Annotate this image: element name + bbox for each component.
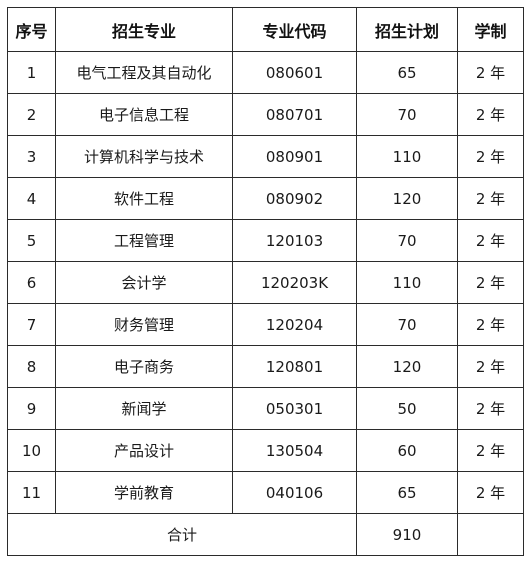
cell-major-code: 080701	[232, 93, 357, 136]
cell-duration: 2 年	[457, 51, 524, 94]
cell-major: 计算机科学与技术	[55, 135, 233, 178]
cell-enrollment-plan: 120	[356, 345, 458, 388]
table-row: 6 会计学 120203K 110 2 年	[7, 261, 524, 304]
cell-serial-number: 4	[7, 177, 56, 220]
header-serial-number: 序号	[7, 7, 56, 52]
cell-major-code: 080601	[232, 51, 357, 94]
cell-major-code: 120801	[232, 345, 357, 388]
total-label: 合计	[7, 513, 357, 556]
cell-major: 财务管理	[55, 303, 233, 346]
cell-major-code: 080902	[232, 177, 357, 220]
cell-duration: 2 年	[457, 177, 524, 220]
cell-enrollment-plan: 110	[356, 261, 458, 304]
table-row: 11 学前教育 040106 65 2 年	[7, 471, 524, 514]
header-major: 招生专业	[55, 7, 233, 52]
cell-duration: 2 年	[457, 219, 524, 262]
cell-serial-number: 11	[7, 471, 56, 514]
cell-duration: 2 年	[457, 387, 524, 430]
total-duration	[457, 513, 524, 556]
cell-serial-number: 1	[7, 51, 56, 94]
table-row: 3 计算机科学与技术 080901 110 2 年	[7, 135, 524, 178]
cell-enrollment-plan: 65	[356, 51, 458, 94]
table-row: 8 电子商务 120801 120 2 年	[7, 345, 524, 388]
cell-duration: 2 年	[457, 429, 524, 472]
cell-serial-number: 8	[7, 345, 56, 388]
table-row: 9 新闻学 050301 50 2 年	[7, 387, 524, 430]
cell-major-code: 120103	[232, 219, 357, 262]
header-enrollment-plan: 招生计划	[356, 7, 458, 52]
cell-major: 电子信息工程	[55, 93, 233, 136]
total-row: 合计 910	[7, 513, 524, 556]
cell-major: 会计学	[55, 261, 233, 304]
cell-serial-number: 9	[7, 387, 56, 430]
cell-major: 工程管理	[55, 219, 233, 262]
cell-major-code: 080901	[232, 135, 357, 178]
cell-enrollment-plan: 70	[356, 303, 458, 346]
cell-serial-number: 6	[7, 261, 56, 304]
cell-duration: 2 年	[457, 93, 524, 136]
cell-duration: 2 年	[457, 303, 524, 346]
cell-duration: 2 年	[457, 261, 524, 304]
cell-major-code: 120203K	[232, 261, 357, 304]
cell-enrollment-plan: 110	[356, 135, 458, 178]
cell-major-code: 120204	[232, 303, 357, 346]
table-row: 5 工程管理 120103 70 2 年	[7, 219, 524, 262]
cell-enrollment-plan: 50	[356, 387, 458, 430]
cell-major: 新闻学	[55, 387, 233, 430]
table-row: 1 电气工程及其自动化 080601 65 2 年	[7, 51, 524, 94]
total-value: 910	[356, 513, 458, 556]
enrollment-plan-table: 序号 招生专业 专业代码 招生计划 学制 1 电气工程及其自动化 080601 65 2…	[7, 7, 524, 556]
cell-enrollment-plan: 70	[356, 93, 458, 136]
cell-enrollment-plan: 65	[356, 471, 458, 514]
table-row: 7 财务管理 120204 70 2 年	[7, 303, 524, 346]
cell-major-code: 050301	[232, 387, 357, 430]
table-header-row: 序号 招生专业 专业代码 招生计划 学制	[7, 7, 524, 52]
cell-duration: 2 年	[457, 471, 524, 514]
cell-enrollment-plan: 70	[356, 219, 458, 262]
cell-serial-number: 7	[7, 303, 56, 346]
cell-serial-number: 5	[7, 219, 56, 262]
cell-major: 电子商务	[55, 345, 233, 388]
cell-enrollment-plan: 60	[356, 429, 458, 472]
table-row: 10 产品设计 130504 60 2 年	[7, 429, 524, 472]
cell-enrollment-plan: 120	[356, 177, 458, 220]
cell-major-code: 040106	[232, 471, 357, 514]
cell-major: 电气工程及其自动化	[55, 51, 233, 94]
enrollment-plan-table-container: 序号 招生专业 专业代码 招生计划 学制 1 电气工程及其自动化 080601 65 2…	[7, 7, 524, 556]
cell-serial-number: 10	[7, 429, 56, 472]
header-duration: 学制	[457, 7, 524, 52]
cell-serial-number: 2	[7, 93, 56, 136]
cell-duration: 2 年	[457, 135, 524, 178]
cell-major: 学前教育	[55, 471, 233, 514]
header-major-code: 专业代码	[232, 7, 357, 52]
cell-major: 软件工程	[55, 177, 233, 220]
table-row: 4 软件工程 080902 120 2 年	[7, 177, 524, 220]
cell-serial-number: 3	[7, 135, 56, 178]
cell-duration: 2 年	[457, 345, 524, 388]
cell-major-code: 130504	[232, 429, 357, 472]
cell-major: 产品设计	[55, 429, 233, 472]
table-row: 2 电子信息工程 080701 70 2 年	[7, 93, 524, 136]
